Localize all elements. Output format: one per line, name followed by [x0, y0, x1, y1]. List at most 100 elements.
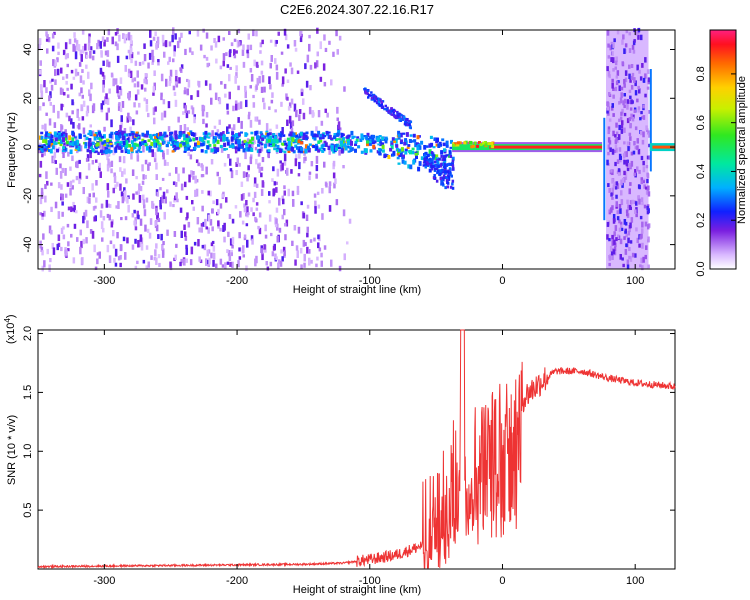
heatmap-cell	[629, 78, 632, 83]
heatmap-cell	[643, 184, 646, 189]
heatmap-cell	[149, 30, 152, 38]
heatmap-cell	[203, 54, 206, 59]
heatmap-cell	[622, 34, 625, 40]
heatmap-cell	[179, 67, 182, 72]
heatmap-cell	[257, 138, 261, 144]
heatmap-cell	[151, 149, 154, 153]
heatmap-cell	[614, 60, 618, 66]
snr-x-tick-label: 0	[499, 575, 505, 587]
heatmap-cell	[304, 148, 308, 154]
heatmap-cell	[294, 158, 298, 167]
heatmap-cell	[177, 136, 181, 139]
heatmap-cell	[121, 171, 124, 177]
heatmap-cell	[54, 79, 57, 85]
heatmap-cell	[133, 220, 136, 226]
heatmap-cell	[611, 106, 614, 111]
heatmap-cell	[222, 131, 225, 136]
heatmap-cell	[399, 132, 403, 138]
heatmap-cell	[291, 240, 294, 247]
heatmap-cell	[444, 186, 447, 190]
heatmap-cell	[122, 156, 126, 164]
heatmap-cell	[632, 114, 635, 119]
heatmap-cell	[258, 227, 262, 235]
heatmap-cell	[120, 191, 124, 197]
heatmap-cell	[116, 232, 119, 239]
heatmap-cell	[114, 262, 118, 267]
heatmap-cell	[238, 143, 241, 148]
heatmap-cell	[155, 243, 158, 249]
heatmap-cell	[245, 265, 248, 272]
heatmap-cell	[82, 187, 85, 195]
heatmap-cell	[113, 257, 116, 263]
heatmap-cell	[258, 75, 261, 84]
heatmap-cell	[128, 133, 132, 137]
heatmap-cell	[64, 53, 68, 60]
heatmap-cell	[125, 140, 129, 144]
heatmap-cell	[246, 138, 250, 146]
heatmap-cell	[456, 143, 460, 147]
heatmap-cell	[629, 95, 632, 100]
heatmap-cell	[213, 125, 217, 129]
heatmap-cell	[269, 39, 273, 43]
heatmap-cell	[447, 175, 451, 179]
heatmap-cell	[309, 85, 312, 91]
heatmap-cell	[263, 102, 266, 110]
heatmap-cell	[611, 187, 614, 193]
heatmap-cell	[624, 70, 628, 76]
heatmap-cell	[145, 197, 149, 203]
heatmap-cell	[205, 56, 209, 61]
heatmap-cell	[402, 154, 405, 159]
heatmap-cell	[169, 201, 172, 207]
heatmap-cell	[238, 247, 241, 252]
heatmap-cell	[62, 76, 65, 81]
heatmap-cell	[300, 264, 303, 270]
heatmap-cell	[620, 190, 623, 196]
heatmap-cell	[639, 264, 642, 268]
heatmap-cell	[99, 67, 103, 75]
heatmap-cell	[291, 190, 295, 197]
heatmap-cell	[216, 171, 219, 177]
heatmap-cell	[390, 107, 393, 110]
heatmap-cell	[383, 154, 387, 159]
heatmap-cell	[370, 94, 373, 97]
heatmap-cell	[387, 109, 391, 112]
heatmap-cell	[202, 28, 205, 33]
heatmap-cell	[166, 229, 169, 236]
heatmap-cell	[73, 32, 76, 38]
heatmap-cell	[227, 231, 230, 238]
heatmap-cell	[119, 77, 123, 84]
heatmap-cell	[190, 246, 194, 255]
heatmap-cell	[333, 135, 336, 140]
heatmap-cell	[636, 237, 639, 244]
heatmap-cell	[46, 180, 49, 186]
heatmap-cell	[342, 137, 346, 141]
heatmap-cell	[118, 156, 122, 163]
heatmap-cell	[314, 200, 317, 209]
heatmap-cell	[306, 145, 310, 151]
heatmap-cell	[642, 256, 645, 263]
heatmap-cell	[390, 110, 394, 113]
heatmap-cell	[39, 160, 43, 168]
heatmap-cell	[629, 200, 633, 205]
heatmap-cell	[387, 155, 391, 160]
heatmap-cell	[253, 177, 257, 184]
heatmap-cell	[191, 200, 194, 205]
heatmap-cell	[151, 49, 154, 57]
heatmap-cell	[255, 84, 258, 90]
heatmap-cell	[435, 159, 439, 163]
heatmap-cell	[174, 182, 178, 187]
heatmap-cell	[92, 206, 96, 211]
heatmap-cell	[145, 104, 149, 112]
heatmap-cell	[86, 54, 89, 58]
heatmap-cell	[647, 185, 650, 191]
heatmap-cell	[106, 37, 109, 42]
heatmap-cell	[139, 150, 143, 153]
heatmap-cell	[187, 79, 191, 88]
heatmap-cell	[229, 168, 233, 172]
heatmap-cell	[414, 142, 418, 148]
heatmap-cell	[626, 199, 629, 205]
heatmap-cell	[381, 144, 385, 149]
heatmap-cell	[274, 58, 277, 64]
